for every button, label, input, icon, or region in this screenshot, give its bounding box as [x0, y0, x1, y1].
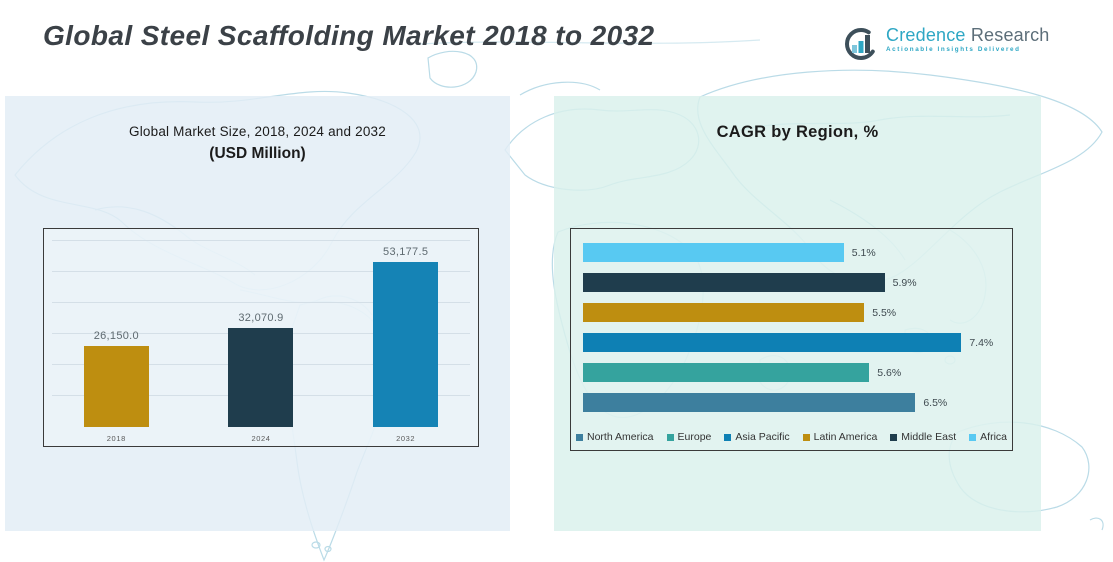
- legend-swatch: [969, 433, 977, 441]
- bar-segment: [583, 333, 962, 352]
- legend-label: Europe: [677, 431, 712, 443]
- bar-segment: [373, 262, 439, 427]
- x-tick-label: 2024: [251, 434, 271, 443]
- legend-item-africa: Africa: [969, 431, 1007, 443]
- value-label: 6.5%: [923, 396, 948, 409]
- legend-label: Latin America: [813, 431, 878, 443]
- bar-row-europe: 5.6%: [583, 363, 901, 382]
- legend-item-asia-pacific: Asia Pacific: [724, 431, 790, 443]
- gridline: [52, 240, 470, 241]
- market-size-column-chart: 26,150.0 32,070.9 53,177.5 2018 2024 2032: [43, 228, 479, 447]
- value-label: 5.9%: [892, 276, 917, 289]
- legend-swatch: [724, 433, 732, 441]
- legend-item-latin-america: Latin America: [802, 431, 878, 443]
- bar-segment: [228, 327, 294, 427]
- value-label: 5.1%: [851, 246, 876, 259]
- x-axis-tick-row: 2018 2024 2032: [44, 434, 478, 443]
- x-tick-label: 2032: [396, 434, 416, 443]
- legend-item-europe: Europe: [666, 431, 712, 443]
- gridline: [52, 302, 470, 303]
- bar-row-middle-east: 5.9%: [583, 273, 917, 292]
- bar-row-latin-america: 5.5%: [583, 303, 896, 322]
- legend-swatch: [576, 433, 583, 441]
- legend-swatch: [802, 433, 810, 441]
- bar-row-asia-pacific: 7.4%: [583, 333, 993, 352]
- value-label: 26,150.0: [93, 329, 139, 342]
- cagr-chart-title: CAGR by Region, %: [716, 123, 879, 141]
- legend-label: Middle East: [901, 431, 957, 443]
- legend-item-north-america: North America: [576, 431, 654, 443]
- bar-chart-circle-icon: [845, 28, 877, 60]
- market-size-chart-title: Global Market Size, 2018, 2024 and 2032: [129, 124, 386, 139]
- bar-segment: [583, 243, 844, 262]
- logo-brand-text: Credence Research: [886, 26, 1050, 44]
- logo-tagline: Actionable Insights Delivered: [886, 46, 1021, 53]
- legend-swatch: [666, 433, 674, 441]
- bar-row-north-america: 6.5%: [583, 393, 947, 412]
- value-label: 5.6%: [877, 366, 902, 379]
- bar-segment: [583, 393, 916, 412]
- value-label: 5.5%: [872, 306, 897, 319]
- x-tick-label: 2018: [106, 434, 126, 443]
- bar-segment: [583, 363, 870, 382]
- bar-segment: [83, 345, 149, 427]
- bar-row-africa: 5.1%: [583, 243, 876, 262]
- column-2018: 26,150.0: [56, 330, 176, 427]
- cagr-panel: CAGR by Region, % 5.1% 5.9% 5.5% 7.4% 5.6% 6.…: [554, 96, 1041, 531]
- legend-label: Africa: [980, 431, 1007, 443]
- market-size-chart-subtitle: (USD Million): [209, 145, 306, 162]
- value-label: 32,070.9: [238, 311, 284, 324]
- logo-brand-primary: Credence: [886, 25, 966, 45]
- bar-segment: [583, 273, 885, 292]
- column-plot-area: 26,150.0 32,070.9 53,177.5: [44, 229, 478, 427]
- gridline: [52, 271, 470, 272]
- page-title: Global Steel Scaffolding Market 2018 to …: [43, 20, 655, 51]
- value-label: 7.4%: [969, 336, 994, 349]
- bar-segment: [583, 303, 865, 322]
- logo-brand-secondary: Research: [970, 25, 1050, 45]
- column-2024: 32,070.9: [201, 312, 321, 427]
- legend-item-middle-east: Middle East: [890, 431, 956, 443]
- legend-label: Asia Pacific: [735, 431, 790, 443]
- cagr-bar-chart: 5.1% 5.9% 5.5% 7.4% 5.6% 6.5% North America Eur…: [570, 228, 1013, 451]
- market-size-panel: Global Market Size, 2018, 2024 and 2032 …: [5, 96, 510, 531]
- credence-research-logo: Credence Research Actionable Insights De…: [843, 26, 1050, 62]
- cagr-legend: North America Europe Asia Pacific Latin Ame…: [571, 431, 1012, 443]
- value-label: 53,177.5: [383, 246, 429, 259]
- legend-swatch: [890, 433, 898, 441]
- column-2032: 53,177.5: [346, 246, 466, 427]
- legend-label: North America: [587, 431, 654, 443]
